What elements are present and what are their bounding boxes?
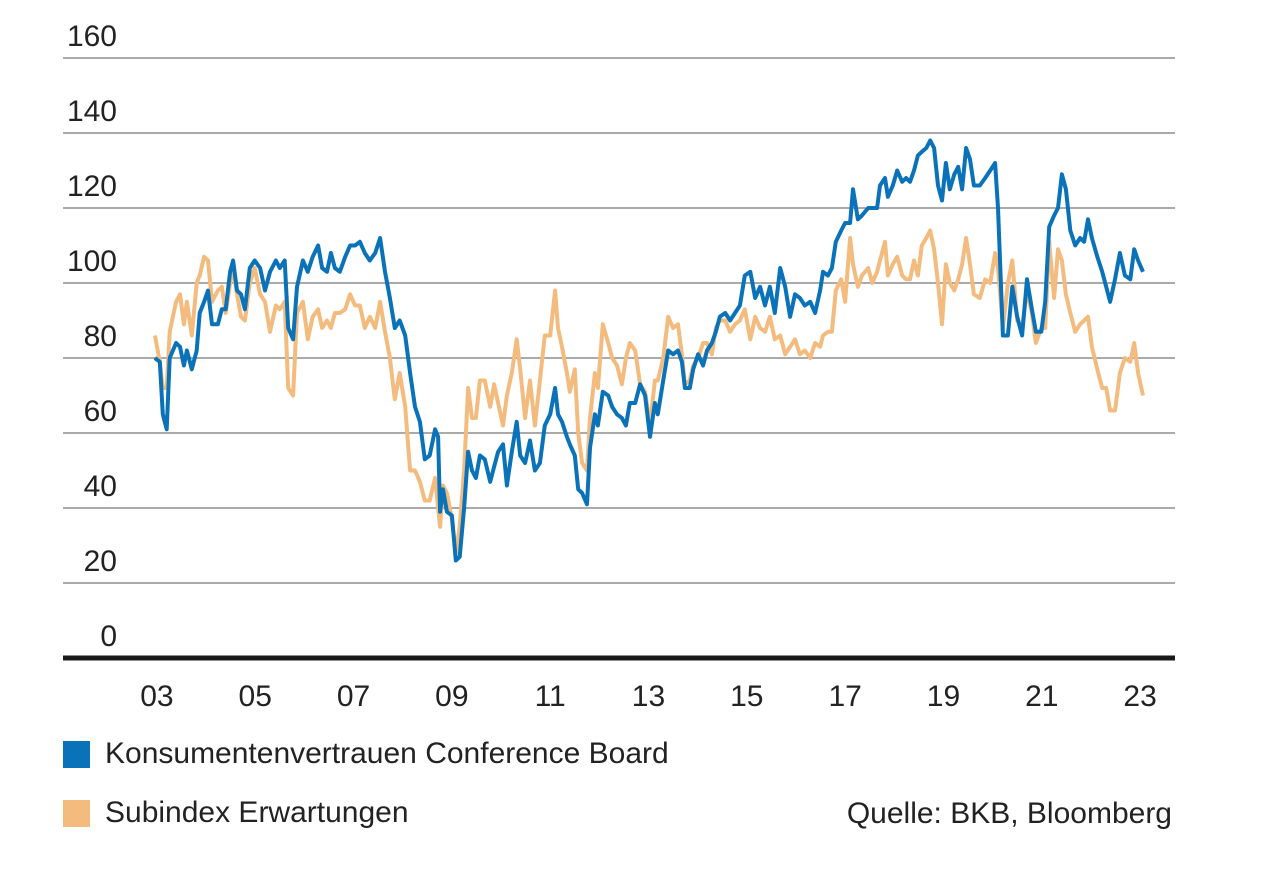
- legend-swatch: [63, 800, 90, 827]
- source-note: Quelle: BKB, Bloomberg: [847, 797, 1172, 830]
- x-tick-label: 11: [535, 680, 566, 713]
- x-tick-label: 13: [632, 680, 665, 713]
- x-tick-label: 19: [927, 680, 960, 713]
- x-tick-label: 09: [435, 680, 468, 713]
- y-tick-label: 60: [84, 395, 117, 428]
- series-line: [153, 138, 1145, 563]
- y-tick-label: 100: [67, 245, 117, 278]
- legend-label: Konsumentenvertrauen Conference Board: [105, 737, 669, 770]
- x-tick-label: 07: [337, 680, 370, 713]
- x-tick-label: 15: [730, 680, 763, 713]
- x-tick-label: 03: [140, 680, 173, 713]
- legend-label: Subindex Erwartungen: [105, 796, 409, 829]
- legend-swatch: [63, 741, 90, 768]
- y-tick-label: 0: [100, 620, 117, 653]
- x-tick-label: 23: [1123, 680, 1156, 713]
- y-tick-label: 140: [67, 95, 117, 128]
- y-tick-label: 160: [67, 20, 117, 53]
- y-tick-label: 40: [84, 470, 117, 503]
- x-tick-label: 17: [828, 680, 861, 713]
- series-line: [152, 228, 1145, 555]
- y-tick-label: 20: [84, 545, 117, 578]
- y-tick-label: 80: [84, 320, 117, 353]
- x-tick-label: 21: [1025, 680, 1058, 713]
- x-tick-label: 05: [239, 680, 272, 713]
- y-tick-label: 120: [67, 170, 117, 203]
